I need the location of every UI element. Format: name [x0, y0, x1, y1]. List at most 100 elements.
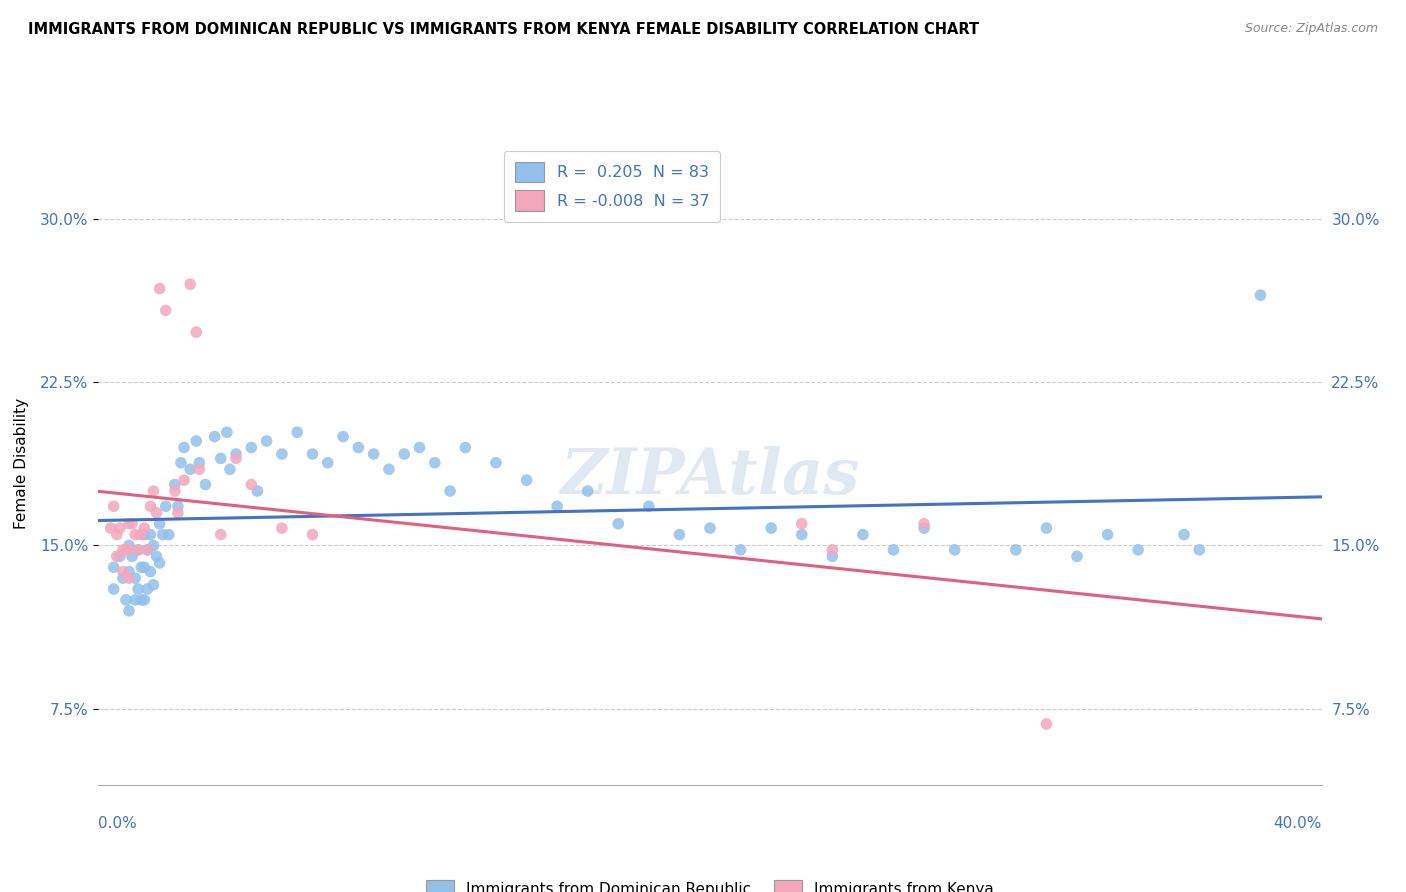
Point	[332, 429, 354, 443]
Point	[179, 462, 201, 476]
Point	[759, 521, 782, 535]
Point	[215, 425, 238, 440]
Point	[105, 549, 128, 564]
Point	[186, 325, 208, 339]
Point	[173, 441, 195, 455]
Point	[852, 527, 875, 541]
Point	[142, 539, 165, 553]
Point	[225, 447, 247, 461]
Point	[1066, 549, 1088, 564]
Point	[270, 447, 292, 461]
Point	[136, 542, 159, 557]
Point	[127, 542, 149, 557]
Point	[111, 571, 134, 585]
Point	[1188, 542, 1211, 557]
Point	[186, 434, 208, 448]
Point	[155, 500, 177, 514]
Point	[790, 527, 813, 541]
Point	[115, 542, 138, 557]
Point	[1173, 527, 1195, 541]
Point	[103, 560, 125, 574]
Point	[240, 441, 263, 455]
Point	[1035, 521, 1057, 535]
Point	[1097, 527, 1119, 541]
Point	[167, 500, 190, 514]
Point	[347, 441, 370, 455]
Point	[118, 539, 141, 553]
Point	[145, 506, 167, 520]
Point	[408, 441, 430, 455]
Point	[204, 429, 226, 443]
Text: 40.0%: 40.0%	[1274, 816, 1322, 831]
Point	[423, 456, 446, 470]
Point	[129, 527, 152, 541]
Point	[149, 556, 172, 570]
Point	[225, 451, 247, 466]
Point	[194, 477, 217, 491]
Point	[139, 565, 162, 579]
Point	[121, 516, 143, 531]
Point	[152, 527, 174, 541]
Point	[142, 484, 165, 499]
Point	[118, 565, 141, 579]
Point	[149, 282, 172, 296]
Point	[139, 500, 162, 514]
Point	[301, 527, 323, 541]
Point	[209, 527, 232, 541]
Point	[256, 434, 278, 448]
Point	[124, 571, 146, 585]
Point	[118, 571, 141, 585]
Point	[883, 542, 905, 557]
Point	[546, 500, 568, 514]
Point	[157, 527, 180, 541]
Point	[188, 462, 211, 476]
Point	[637, 500, 661, 514]
Point	[118, 542, 141, 557]
Text: 0.0%: 0.0%	[98, 816, 138, 831]
Y-axis label: Female Disability: Female Disability	[14, 398, 30, 530]
Point	[129, 593, 152, 607]
Point	[127, 582, 149, 596]
Point	[173, 473, 195, 487]
Legend: Immigrants from Dominican Republic, Immigrants from Kenya: Immigrants from Dominican Republic, Immi…	[419, 873, 1001, 892]
Point	[209, 451, 232, 466]
Point	[115, 593, 138, 607]
Text: ZIPAtlas: ZIPAtlas	[561, 446, 859, 508]
Point	[100, 521, 122, 535]
Point	[129, 560, 152, 574]
Point	[912, 516, 935, 531]
Point	[118, 516, 141, 531]
Point	[912, 521, 935, 535]
Point	[163, 477, 186, 491]
Point	[790, 516, 813, 531]
Point	[668, 527, 690, 541]
Point	[516, 473, 538, 487]
Point	[316, 456, 339, 470]
Point	[108, 521, 131, 535]
Point	[124, 527, 146, 541]
Point	[301, 447, 323, 461]
Point	[134, 527, 156, 541]
Point	[943, 542, 966, 557]
Point	[392, 447, 416, 461]
Point	[149, 516, 172, 531]
Point	[607, 516, 630, 531]
Point	[139, 527, 162, 541]
Point	[699, 521, 721, 535]
Point	[821, 542, 844, 557]
Point	[285, 425, 308, 440]
Point	[136, 542, 159, 557]
Point	[111, 565, 134, 579]
Point	[219, 462, 242, 476]
Point	[167, 506, 190, 520]
Point	[111, 542, 134, 557]
Point	[246, 484, 269, 499]
Point	[1249, 288, 1271, 302]
Point	[454, 441, 477, 455]
Point	[163, 484, 186, 499]
Point	[1128, 542, 1150, 557]
Point	[439, 484, 461, 499]
Point	[170, 456, 193, 470]
Point	[134, 521, 156, 535]
Point	[145, 549, 167, 564]
